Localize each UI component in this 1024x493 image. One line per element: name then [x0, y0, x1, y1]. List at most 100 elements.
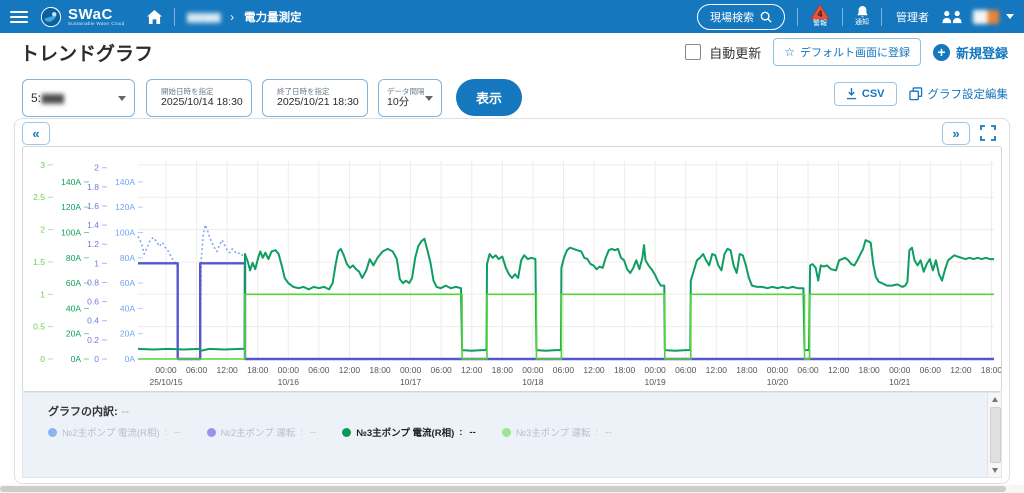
series-label: №3主ポンプ 運転 [515, 428, 591, 439]
svg-text:2.5: 2.5 [33, 192, 45, 202]
svg-text:06:00: 06:00 [920, 365, 942, 375]
svg-text:06:00: 06:00 [186, 365, 208, 375]
svg-text:100A: 100A [115, 227, 135, 237]
new-register-label: 新規登録 [955, 45, 1008, 61]
next-graph-button[interactable]: » [942, 122, 970, 145]
alarm-label: 警報 [813, 20, 827, 28]
legend-title-value: -- [121, 406, 129, 418]
role-label: 管理者 [896, 11, 929, 24]
svg-text:1.6: 1.6 [87, 201, 99, 211]
legend-item[interactable]: №2主ポンプ 運転 : -- [206, 425, 316, 439]
brand-logo-block[interactable]: SWaC Sustainable Water Cloud [40, 6, 125, 28]
notice-button[interactable]: 通知 [855, 5, 869, 27]
svg-text:2: 2 [40, 225, 45, 235]
series-color-dot [342, 427, 352, 437]
trend-chart-panel[interactable]: 00:00 25/10/15 06:00 12:00 18:00 00:00 10/16 06… [22, 146, 1002, 392]
svg-text:00:00: 00:00 [155, 365, 177, 375]
svg-text:80A: 80A [120, 253, 135, 263]
users-icon[interactable] [939, 10, 965, 24]
start-datetime-value: 2025/10/14 18:30 [161, 96, 243, 109]
end-datetime-value: 2025/10/21 18:30 [277, 96, 359, 109]
svg-text:10/18: 10/18 [522, 377, 544, 387]
page-title: トレンドグラフ [20, 43, 154, 65]
site-search-label: 現場検索 [710, 11, 754, 24]
title-bar: トレンドグラフ 自動更新 ☆ デフォルト画面に登録 + 新規登録 [0, 33, 1024, 71]
start-datetime-picker[interactable]: 開始日時を指定 2025/10/14 18:30 [146, 79, 252, 117]
home-icon[interactable] [146, 9, 162, 24]
svg-text:18:00: 18:00 [736, 365, 758, 375]
svg-text:1: 1 [94, 258, 99, 268]
notice-label: 通知 [855, 19, 869, 27]
svg-text:0.6: 0.6 [87, 297, 99, 307]
series-separator: : [164, 426, 168, 438]
legend-vertical-scrollbar[interactable] [987, 393, 1001, 477]
site-search-button[interactable]: 現場検索 [697, 3, 785, 30]
csv-download-button[interactable]: CSV [833, 82, 897, 106]
graph-select-value: 5: [31, 91, 42, 105]
show-button[interactable]: 表示 [456, 79, 522, 116]
legend-item[interactable]: №2主ポンプ 電流(R相) : -- [48, 425, 181, 439]
scroll-down-arrow-icon[interactable] [988, 464, 1001, 477]
svg-text:12:00: 12:00 [461, 365, 483, 375]
plus-icon: + [932, 43, 950, 61]
svg-text:2: 2 [94, 163, 99, 173]
svg-text:00:00: 00:00 [889, 365, 911, 375]
breadcrumb-site-redacted[interactable]: ▮▮▮▮▮▮ [186, 9, 222, 24]
svg-text:1.5: 1.5 [33, 257, 45, 267]
series-separator: : [300, 426, 303, 438]
svg-text:12:00: 12:00 [828, 365, 850, 375]
svg-text:0.4: 0.4 [87, 316, 99, 326]
series-label: №2主ポンプ 運転 [220, 428, 296, 439]
svg-text:140A: 140A [61, 177, 81, 187]
auto-update-checkbox[interactable] [685, 44, 702, 60]
interval-select[interactable]: データ間隔 10分 [378, 79, 442, 117]
svg-text:0: 0 [40, 354, 45, 364]
register-default-button[interactable]: ☆ デフォルト画面に登録 [773, 38, 921, 66]
graph-pager: « » [0, 122, 1024, 146]
svg-text:10/20: 10/20 [767, 377, 789, 387]
header-divider [881, 7, 882, 26]
svg-text:1.2: 1.2 [87, 239, 99, 249]
legend-panel: グラフの内訳: -- №2主ポンプ 電流(R相) : -- №2主ポンプ 運転 :… [22, 392, 1002, 478]
user-menu-caret-icon[interactable] [1006, 14, 1014, 19]
svg-text:12:00: 12:00 [706, 365, 728, 375]
svg-text:10/17: 10/17 [400, 377, 422, 387]
svg-text:06:00: 06:00 [797, 365, 819, 375]
svg-text:0A: 0A [125, 354, 136, 364]
graph-settings-edit-button[interactable]: グラフ設定編集 [908, 86, 1008, 102]
prev-graph-button[interactable]: « [22, 122, 50, 145]
legend-item[interactable]: №3主ポンプ 運転 : -- [501, 425, 612, 439]
page-horizontal-scrollbar[interactable] [0, 485, 1024, 493]
interval-label: データ間隔 [387, 86, 425, 96]
breadcrumb-page[interactable]: 電力量測定 [244, 11, 302, 24]
svg-text:06:00: 06:00 [553, 365, 575, 375]
series-value: -- [605, 426, 612, 438]
new-register-button[interactable]: + 新規登録 [932, 43, 1008, 62]
end-datetime-label: 終了日時を指定 [277, 86, 330, 96]
hamburger-menu-icon[interactable] [10, 8, 28, 26]
header-divider [797, 7, 798, 26]
interval-value: 10分 [387, 96, 410, 109]
svg-text:100A: 100A [61, 227, 81, 237]
graph-select[interactable]: 5: ▮▮▮▮ [22, 79, 135, 117]
alarm-button[interactable]: 4 警報 [810, 4, 830, 28]
brand-tagline: Sustainable Water Cloud [68, 20, 125, 26]
fullscreen-icon[interactable] [980, 125, 996, 141]
svg-text:140A: 140A [115, 177, 135, 187]
svg-text:12:00: 12:00 [217, 365, 239, 375]
legend-item[interactable]: №3主ポンプ 電流(R相) : -- [342, 425, 476, 439]
svg-text:00:00: 00:00 [278, 365, 300, 375]
scrollbar-thumb[interactable] [0, 486, 1006, 492]
svg-text:00:00: 00:00 [645, 365, 667, 375]
breadcrumb-arrow: › [230, 9, 235, 24]
scrollbar-thumb[interactable] [989, 407, 1001, 463]
svg-text:06:00: 06:00 [675, 365, 697, 375]
svg-text:10/21: 10/21 [889, 377, 911, 387]
end-datetime-picker[interactable]: 終了日時を指定 2025/10/21 18:30 [262, 79, 368, 117]
user-badge-redacted[interactable] [973, 9, 999, 24]
svg-text:12:00: 12:00 [583, 365, 605, 375]
svg-text:4: 4 [818, 9, 823, 19]
scroll-up-arrow-icon[interactable] [988, 393, 1001, 406]
